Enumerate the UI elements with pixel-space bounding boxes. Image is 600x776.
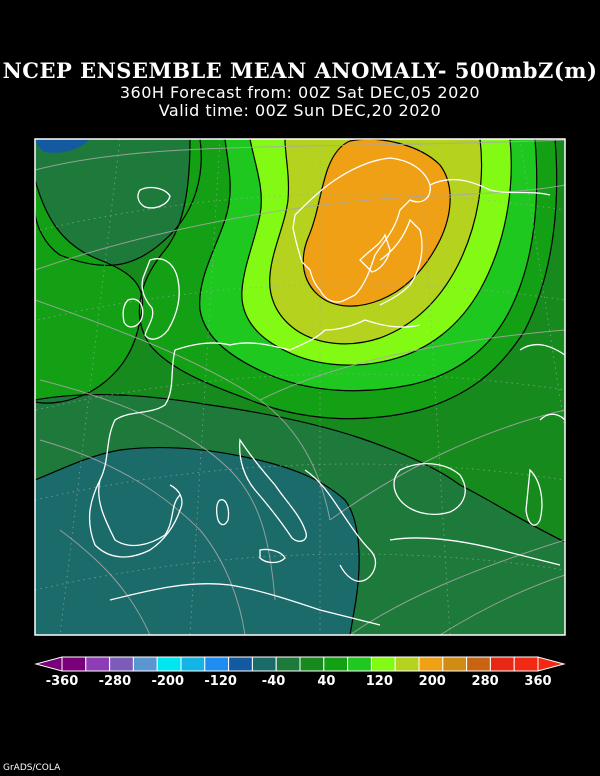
colorbar-cell [418, 656, 444, 672]
colorbar-cell [394, 656, 420, 672]
anomaly-region-neg120 [35, 139, 90, 153]
colorbar-cell [85, 656, 111, 672]
chart-title: NCEP ENSEMBLE MEAN ANOMALY- 500mbZ(m) [2, 58, 598, 83]
colorbar-label: -360 [45, 674, 79, 689]
credit-text: GrADS/COLA [3, 763, 61, 773]
colorbar-arrow-high [537, 656, 566, 672]
colorbar-cell [228, 656, 253, 672]
colorbar-cell [513, 656, 539, 672]
colorbar-cell [442, 656, 468, 672]
colorbar-cell [109, 656, 134, 672]
colorbar-cell [180, 656, 206, 672]
colorbar-label: -280 [98, 674, 132, 689]
colorbar-cell [132, 656, 158, 672]
colorbar-label: 200 [418, 674, 446, 689]
colorbar-cell [370, 656, 396, 672]
colorbar-label: 280 [471, 674, 499, 689]
valid-time-line: Valid time: 00Z Sun DEC,20 2020 [158, 101, 442, 120]
anomaly-region-280 [303, 139, 451, 307]
colorbar-label: 40 [317, 674, 336, 689]
colorbar-label: -120 [204, 674, 237, 689]
colorbar-cell [347, 656, 372, 672]
colorbar-arrow-low [34, 656, 63, 672]
colorbar-cell [466, 656, 491, 672]
anomaly-region-neg40 [35, 447, 360, 635]
forecast-line: 360H Forecast from: 00Z Sat DEC,05 2020 [119, 83, 481, 102]
colorbar-cell [156, 656, 182, 672]
anomaly-region-120-w [35, 180, 143, 404]
map-frame [34, 138, 566, 636]
colorbar-cell [251, 656, 277, 672]
colorbar-cell [323, 656, 349, 672]
colorbar-label: 360 [524, 674, 552, 689]
colorbar-cell [299, 656, 325, 672]
colorbar-cell [204, 656, 230, 672]
colorbar-label: 120 [365, 674, 393, 689]
colorbar-cell [275, 656, 301, 672]
colorbar-cell [489, 656, 515, 672]
height-contours [35, 139, 565, 635]
colorbar-label: -200 [151, 674, 185, 689]
colorbar-label: -40 [261, 674, 286, 689]
colorbar-cell [61, 656, 87, 672]
coastlines [88, 157, 565, 626]
